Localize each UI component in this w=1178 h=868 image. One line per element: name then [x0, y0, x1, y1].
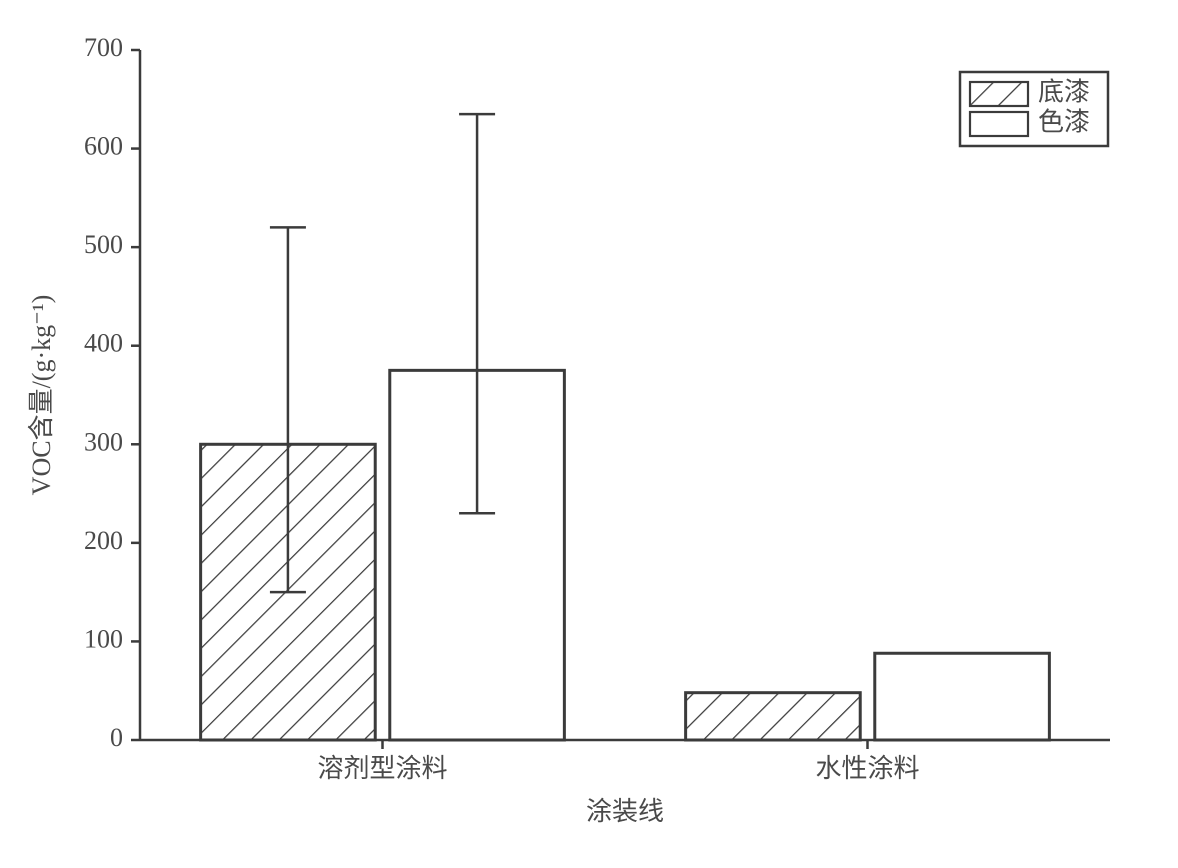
y-axis-label: VOC含量/(g·kg⁻¹)	[27, 295, 56, 496]
y-tick-label: 100	[84, 624, 123, 653]
x-tick-label: 水性涂料	[815, 754, 919, 783]
voc-bar-chart: 0 100 200 300 400 500 600 700 溶剂型涂料 水性涂料 VOC含量/(g·…	[0, 0, 1178, 868]
x-tick-label: 溶剂型涂料	[317, 754, 447, 783]
y-tick-label: 200	[84, 526, 123, 555]
legend-label-primer: 底漆	[1038, 78, 1090, 107]
bar-topcoat	[875, 653, 1050, 740]
y-tick-label: 600	[84, 132, 123, 161]
legend-label-topcoat: 色漆	[1038, 108, 1090, 137]
y-tick-label: 500	[84, 230, 123, 259]
legend: 底漆色漆	[960, 72, 1108, 146]
x-axis-label: 涂装线	[586, 797, 664, 826]
y-tick-label: 400	[84, 329, 123, 358]
y-tick-label: 0	[110, 723, 123, 752]
bar-primer	[686, 693, 861, 740]
y-tick-label: 300	[84, 427, 123, 456]
chart-svg: 0 100 200 300 400 500 600 700 溶剂型涂料 水性涂料 VOC含量/(g·…	[0, 0, 1178, 868]
y-tick-label: 700	[84, 33, 123, 62]
legend-swatch-topcoat	[970, 112, 1028, 136]
legend-swatch-primer	[970, 82, 1028, 106]
